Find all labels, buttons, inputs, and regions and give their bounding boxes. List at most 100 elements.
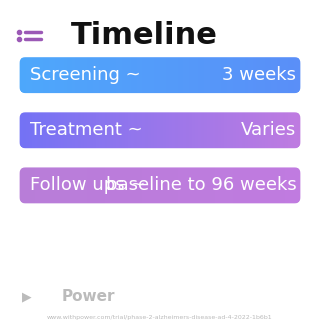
Bar: [160, 107, 163, 154]
Bar: [253, 107, 257, 154]
Bar: [116, 162, 119, 209]
Bar: [142, 162, 146, 209]
Bar: [180, 162, 184, 209]
Bar: [259, 162, 262, 209]
Bar: [283, 52, 286, 99]
Text: www.withpower.com/trial/phase-2-alzheimers-disease-ad-4-2022-1b6b1: www.withpower.com/trial/phase-2-alzheime…: [47, 315, 273, 320]
Bar: [262, 52, 265, 99]
Bar: [131, 107, 134, 154]
Bar: [113, 107, 116, 154]
Bar: [180, 52, 184, 99]
Bar: [61, 52, 64, 99]
Bar: [154, 52, 157, 99]
Bar: [35, 52, 38, 99]
Bar: [113, 162, 116, 209]
Bar: [20, 162, 23, 209]
Bar: [166, 162, 169, 209]
Bar: [227, 162, 230, 209]
Bar: [84, 52, 87, 99]
Bar: [271, 162, 274, 209]
Bar: [37, 52, 41, 99]
Bar: [23, 107, 26, 154]
Bar: [125, 52, 128, 99]
Bar: [166, 107, 169, 154]
Bar: [110, 52, 114, 99]
Bar: [277, 107, 280, 154]
Bar: [49, 107, 52, 154]
Bar: [148, 52, 152, 99]
Bar: [224, 52, 228, 99]
Bar: [166, 52, 169, 99]
Bar: [215, 107, 219, 154]
Bar: [96, 107, 99, 154]
Bar: [210, 107, 213, 154]
Bar: [49, 162, 52, 209]
Bar: [244, 52, 248, 99]
Bar: [105, 52, 108, 99]
Bar: [49, 52, 52, 99]
Bar: [288, 52, 292, 99]
Bar: [259, 52, 262, 99]
Bar: [52, 107, 55, 154]
Bar: [40, 52, 44, 99]
Bar: [297, 107, 300, 154]
Bar: [172, 107, 175, 154]
Bar: [221, 107, 225, 154]
Bar: [189, 162, 192, 209]
Bar: [78, 162, 82, 209]
Bar: [175, 52, 178, 99]
Bar: [14, 52, 17, 99]
Bar: [119, 52, 122, 99]
Bar: [207, 162, 210, 209]
Bar: [43, 52, 46, 99]
Bar: [297, 162, 300, 209]
Bar: [251, 162, 254, 209]
Bar: [58, 52, 61, 99]
Bar: [175, 162, 178, 209]
Bar: [274, 52, 277, 99]
Bar: [93, 162, 96, 209]
Bar: [32, 107, 35, 154]
Bar: [23, 52, 26, 99]
Bar: [169, 52, 172, 99]
Bar: [142, 107, 146, 154]
Bar: [288, 162, 292, 209]
Bar: [64, 52, 67, 99]
Bar: [186, 162, 189, 209]
Bar: [233, 52, 236, 99]
Bar: [72, 52, 76, 99]
Bar: [180, 107, 184, 154]
Bar: [87, 52, 90, 99]
Text: ▶: ▶: [22, 290, 32, 303]
Bar: [280, 107, 283, 154]
Bar: [55, 162, 58, 209]
Bar: [230, 107, 233, 154]
Bar: [14, 107, 17, 154]
Bar: [148, 107, 152, 154]
Bar: [210, 162, 213, 209]
Text: Treatment ~: Treatment ~: [30, 121, 143, 139]
Bar: [157, 52, 160, 99]
Bar: [195, 52, 198, 99]
Bar: [76, 107, 79, 154]
Bar: [233, 107, 236, 154]
Bar: [78, 107, 82, 154]
Bar: [294, 162, 298, 209]
Bar: [256, 162, 260, 209]
Bar: [110, 162, 114, 209]
Bar: [61, 162, 64, 209]
Bar: [55, 52, 58, 99]
Bar: [110, 107, 114, 154]
Bar: [69, 162, 73, 209]
Bar: [119, 107, 122, 154]
Bar: [172, 52, 175, 99]
Bar: [116, 107, 119, 154]
Bar: [140, 52, 143, 99]
Bar: [189, 52, 192, 99]
Bar: [265, 52, 268, 99]
Bar: [242, 52, 245, 99]
Bar: [151, 52, 155, 99]
Bar: [151, 162, 155, 209]
Bar: [26, 52, 29, 99]
Bar: [259, 107, 262, 154]
